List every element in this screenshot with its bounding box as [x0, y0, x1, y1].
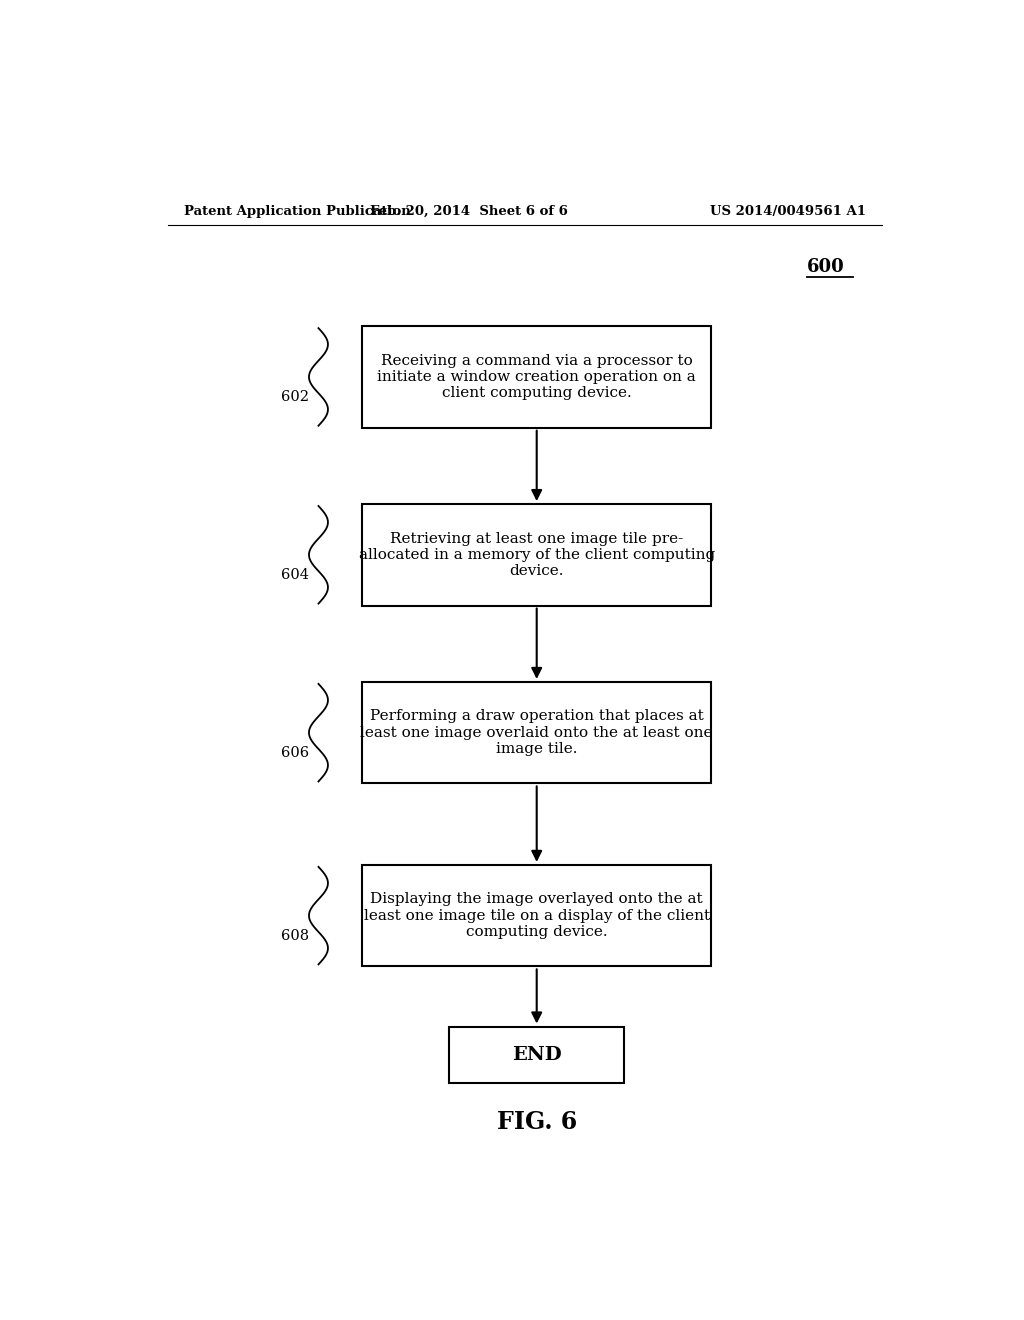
Text: FIG. 6: FIG. 6 [497, 1110, 577, 1134]
Text: Receiving a command via a processor to
initiate a window creation operation on a: Receiving a command via a processor to i… [377, 354, 696, 400]
FancyBboxPatch shape [362, 865, 712, 966]
Text: Displaying the image overlayed onto the at
least one image tile on a display of : Displaying the image overlayed onto the … [364, 892, 710, 939]
Text: 600: 600 [807, 259, 844, 276]
Text: 608: 608 [281, 929, 309, 942]
FancyBboxPatch shape [450, 1027, 624, 1082]
FancyBboxPatch shape [362, 504, 712, 606]
Text: Retrieving at least one image tile pre-
allocated in a memory of the client comp: Retrieving at least one image tile pre- … [358, 532, 715, 578]
Text: Patent Application Publication: Patent Application Publication [183, 205, 411, 218]
FancyBboxPatch shape [362, 326, 712, 428]
Text: Feb. 20, 2014  Sheet 6 of 6: Feb. 20, 2014 Sheet 6 of 6 [371, 205, 568, 218]
FancyBboxPatch shape [362, 682, 712, 784]
Text: US 2014/0049561 A1: US 2014/0049561 A1 [710, 205, 866, 218]
Text: 602: 602 [281, 391, 309, 404]
Text: 606: 606 [281, 746, 309, 760]
Text: END: END [512, 1045, 561, 1064]
Text: 604: 604 [281, 568, 309, 582]
Text: Performing a draw operation that places at
least one image overlaid onto the at : Performing a draw operation that places … [360, 709, 713, 756]
